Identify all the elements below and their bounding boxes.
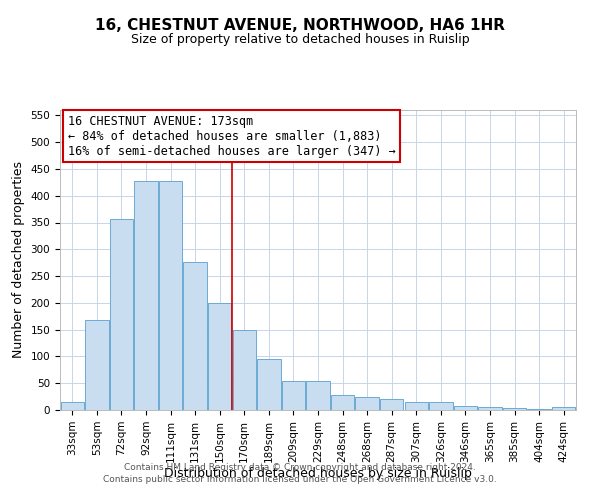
- Bar: [61, 402, 84, 410]
- Y-axis label: Number of detached properties: Number of detached properties: [12, 162, 25, 358]
- Bar: [478, 408, 502, 410]
- Text: Contains public sector information licensed under the Open Government Licence v3: Contains public sector information licen…: [103, 475, 497, 484]
- Bar: [552, 408, 575, 410]
- Bar: [159, 181, 182, 410]
- Bar: [380, 400, 403, 410]
- Bar: [184, 262, 207, 410]
- Text: Size of property relative to detached houses in Ruislip: Size of property relative to detached ho…: [131, 32, 469, 46]
- Bar: [527, 409, 551, 410]
- Bar: [85, 320, 109, 410]
- Bar: [110, 219, 133, 410]
- Bar: [503, 408, 526, 410]
- Text: Contains HM Land Registry data © Crown copyright and database right 2024.: Contains HM Land Registry data © Crown c…: [124, 464, 476, 472]
- Bar: [404, 402, 428, 410]
- Bar: [331, 395, 354, 410]
- Bar: [134, 181, 158, 410]
- X-axis label: Distribution of detached houses by size in Ruislip: Distribution of detached houses by size …: [164, 468, 472, 480]
- Bar: [429, 402, 452, 410]
- Bar: [282, 380, 305, 410]
- Bar: [307, 380, 329, 410]
- Bar: [355, 396, 379, 410]
- Bar: [454, 406, 477, 410]
- Text: 16, CHESTNUT AVENUE, NORTHWOOD, HA6 1HR: 16, CHESTNUT AVENUE, NORTHWOOD, HA6 1HR: [95, 18, 505, 32]
- Text: 16 CHESTNUT AVENUE: 173sqm
← 84% of detached houses are smaller (1,883)
16% of s: 16 CHESTNUT AVENUE: 173sqm ← 84% of deta…: [68, 114, 395, 158]
- Bar: [257, 358, 281, 410]
- Bar: [208, 303, 232, 410]
- Bar: [233, 330, 256, 410]
